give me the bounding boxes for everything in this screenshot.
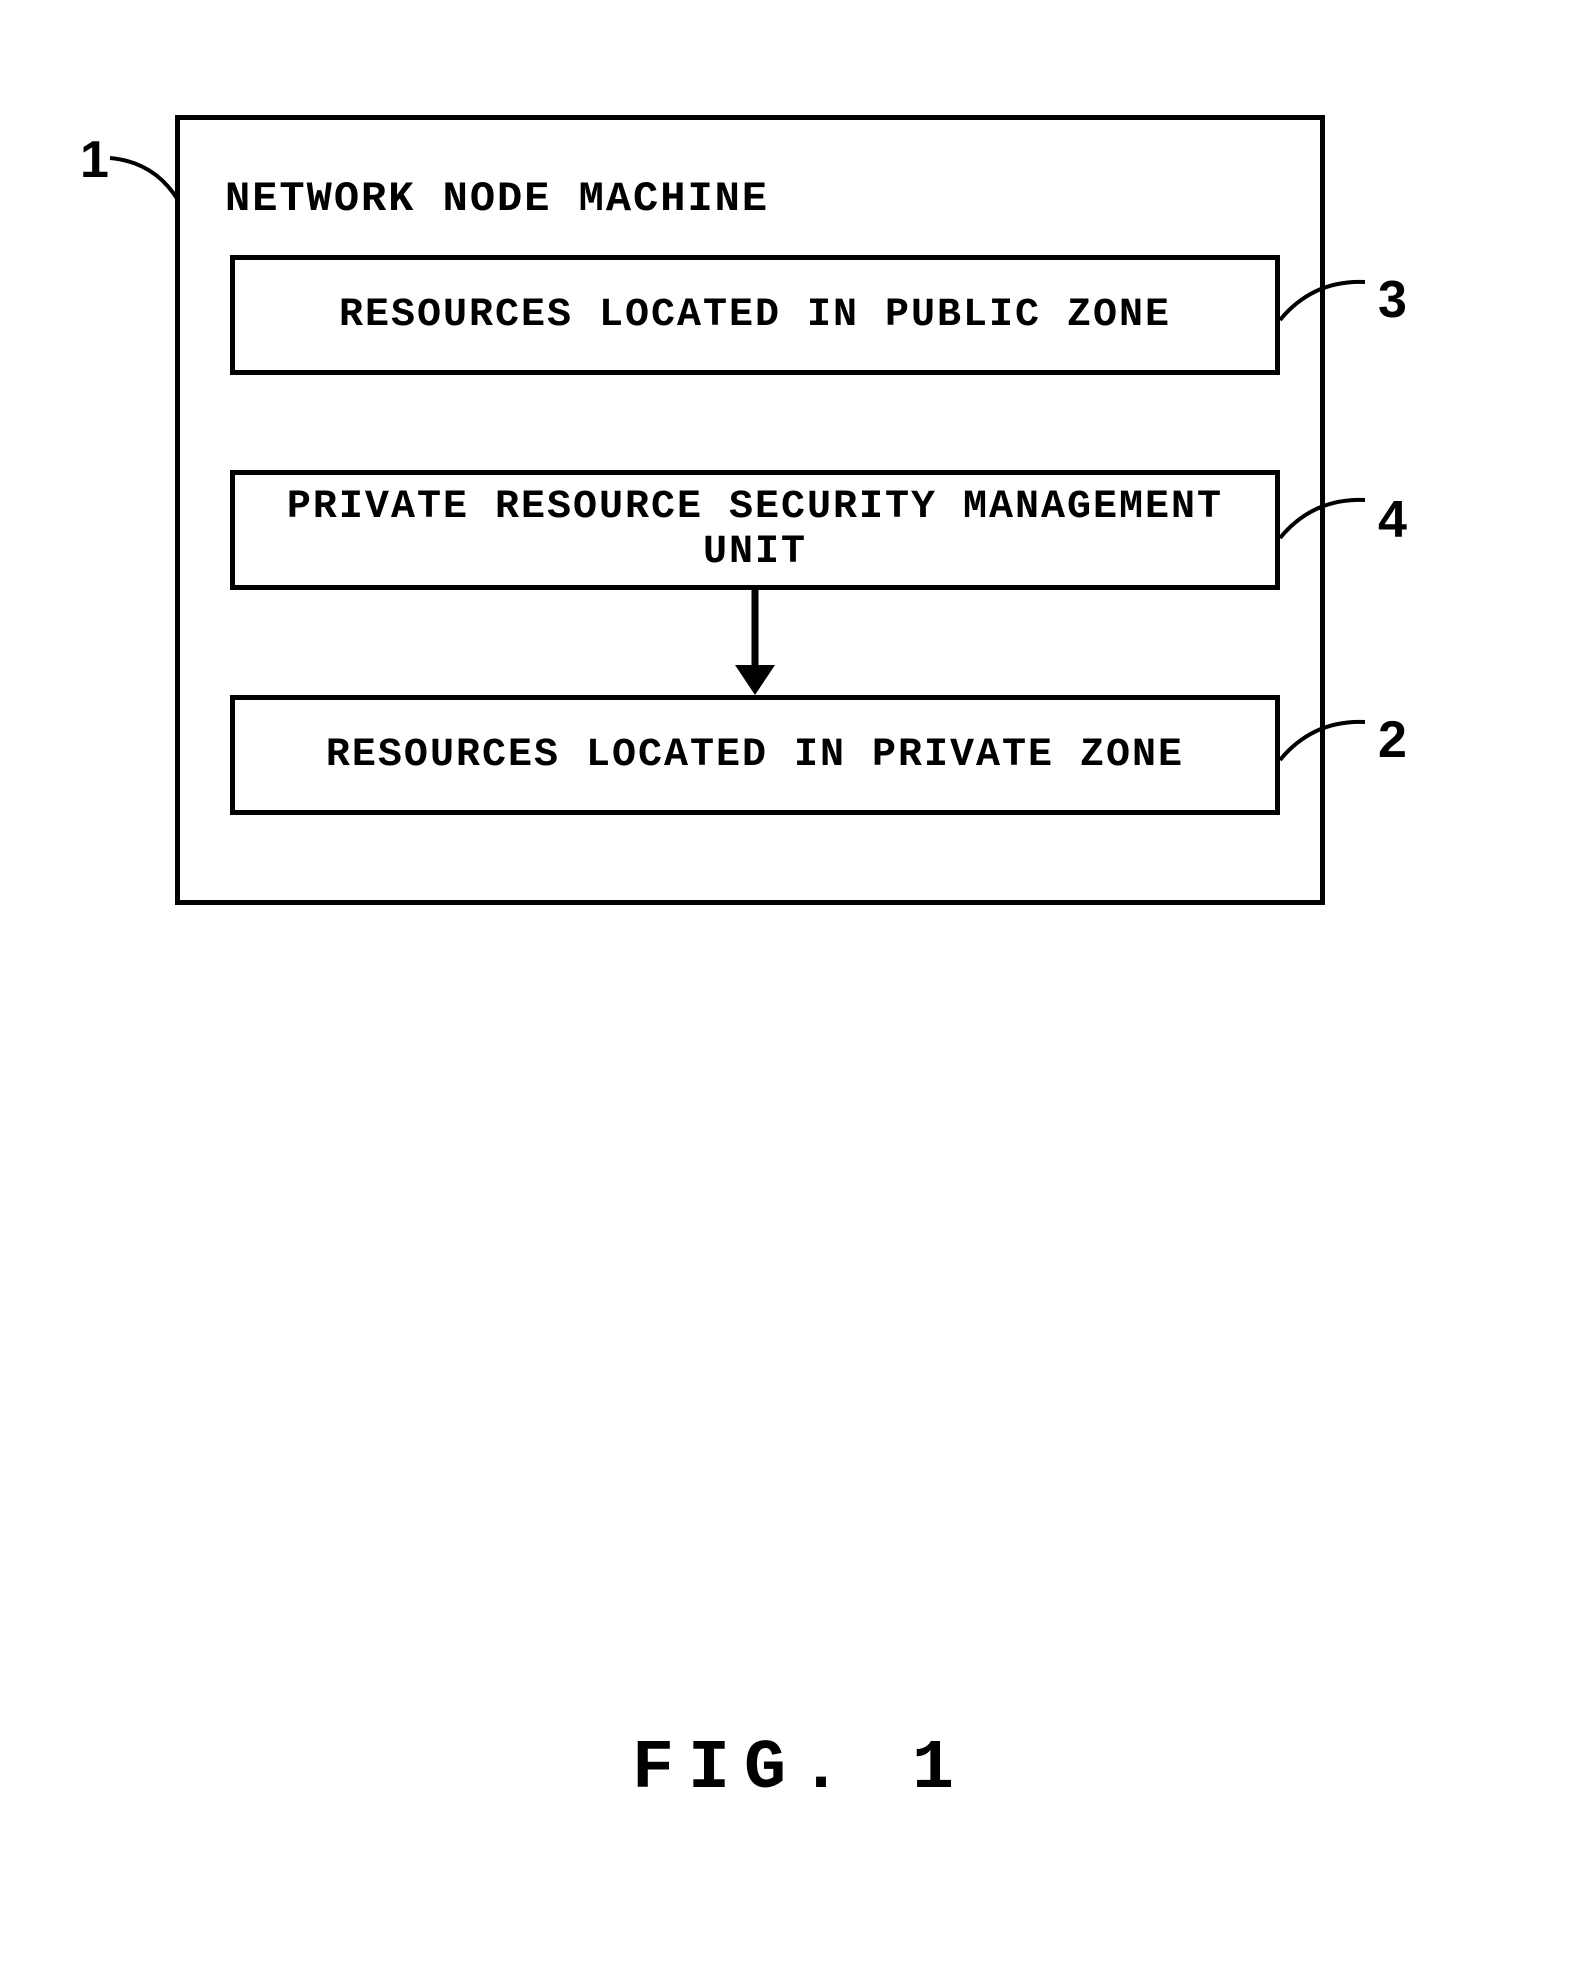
- connector-overlay: [0, 0, 1594, 1971]
- diagram-canvas: NETWORK NODE MACHINE RESOURCES LOCATED I…: [0, 0, 1594, 1971]
- ref-label-3: 3: [1378, 270, 1407, 330]
- ref-label-2: 2: [1378, 710, 1407, 770]
- ref-label-1: 1: [80, 130, 109, 190]
- figure-caption: FIG. 1: [500, 1730, 1100, 1809]
- ref-label-4: 4: [1378, 490, 1407, 550]
